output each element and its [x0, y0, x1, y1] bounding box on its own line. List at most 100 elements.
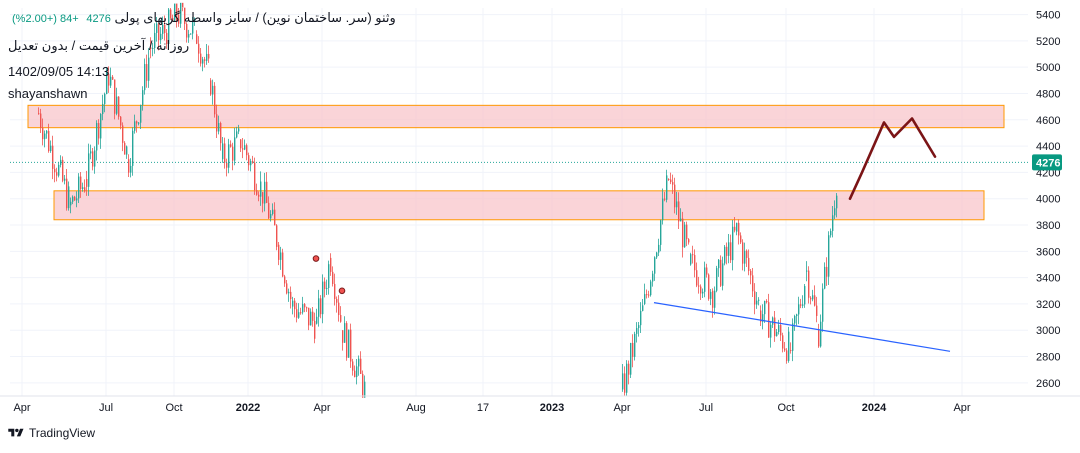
- candle-body: [272, 209, 274, 214]
- candle-body: [816, 305, 818, 316]
- candle-body: [650, 281, 652, 296]
- event-marker[interactable]: [338, 287, 346, 295]
- candle-body: [644, 294, 646, 304]
- support-trendline[interactable]: [653, 302, 951, 352]
- candle-body: [196, 34, 198, 44]
- candle-body: [704, 267, 706, 292]
- resistance-zone[interactable]: [53, 190, 985, 221]
- candle-body: [796, 314, 798, 317]
- candle-body: [92, 151, 94, 167]
- candle-body: [808, 270, 810, 298]
- candle-body: [708, 274, 710, 299]
- candle-body: [136, 121, 138, 124]
- candle-body: [174, 3, 176, 21]
- tradingview-branding[interactable]: TradingView: [8, 426, 95, 440]
- candle-body: [674, 184, 676, 208]
- candle-body: [266, 181, 268, 203]
- candle-body: [302, 304, 304, 313]
- candle-body: [700, 286, 702, 294]
- candle-body: [822, 288, 824, 322]
- candle-body: [634, 333, 636, 357]
- price-tick-label: 4600: [1036, 115, 1060, 127]
- candle-body: [76, 198, 78, 201]
- candle-body: [348, 329, 350, 358]
- candle-body: [138, 122, 140, 124]
- candle-body: [686, 224, 688, 240]
- candle-body: [146, 64, 148, 81]
- candle-body: [102, 103, 104, 115]
- candle-body: [794, 316, 796, 324]
- candle-body: [732, 226, 734, 261]
- candle-body: [298, 312, 300, 318]
- time-tick-label: Apr: [613, 402, 630, 414]
- time-tick-label: Apr: [313, 402, 330, 414]
- candle-body: [702, 291, 704, 294]
- candle-body: [184, 7, 186, 24]
- candle-body: [776, 331, 778, 337]
- candle-body: [314, 320, 316, 339]
- candle-body: [318, 298, 320, 317]
- price-tick-label: 2800: [1036, 352, 1060, 364]
- time-tick-label: 2022: [236, 402, 260, 414]
- projection-drawing[interactable]: [848, 117, 937, 201]
- candle-body: [150, 47, 152, 49]
- candle-body: [46, 130, 48, 134]
- candle-body: [710, 291, 712, 299]
- candle-body: [666, 175, 668, 200]
- candle-body: [772, 317, 774, 325]
- candle-body: [160, 33, 162, 41]
- candle-body: [100, 114, 102, 139]
- candle-body: [804, 286, 806, 305]
- candle-body: [770, 324, 772, 338]
- last-value: 4276: [86, 13, 111, 25]
- candle-body: [830, 230, 832, 236]
- price-tick-label: 4800: [1036, 88, 1060, 100]
- candle-body: [84, 187, 86, 192]
- price-tick-label: 4000: [1036, 194, 1060, 206]
- candle-body: [42, 127, 44, 140]
- candle-body: [230, 144, 232, 147]
- candle-body: [826, 266, 828, 277]
- price-tick-label: 5000: [1036, 62, 1060, 74]
- candle-body: [40, 113, 42, 128]
- candle-body: [328, 264, 330, 288]
- candle-body: [122, 125, 124, 143]
- time-tick-label: Apr: [13, 402, 30, 414]
- time-axis[interactable]: Apr Jul Oct 2022 Apr Aug 17 2023 Apr Jul Oct 2024 Ap…: [0, 395, 1080, 414]
- candle-body: [264, 181, 266, 204]
- candle-body: [350, 329, 352, 362]
- resistance-zone[interactable]: [27, 104, 1005, 129]
- legend-subtitle: روزانه / آخرین قیمت / بدون تعدیل: [8, 38, 190, 53]
- candle-body: [692, 254, 694, 256]
- candle-body: [648, 294, 650, 296]
- candle-body: [316, 316, 318, 324]
- candle-body: [226, 162, 228, 168]
- candle-body: [356, 366, 358, 378]
- candle-body: [354, 370, 356, 378]
- candle-body: [320, 298, 322, 315]
- candle-body: [156, 23, 158, 33]
- candle-body: [722, 263, 724, 286]
- symbol-title: وثنو (سر. ساختمان نوین) / سایز واسطه گری…: [114, 10, 396, 25]
- candle-body: [168, 9, 170, 44]
- candle-body: [728, 242, 730, 256]
- candle-body: [280, 252, 282, 260]
- candle-body: [818, 330, 820, 347]
- brand-name: TradingView: [29, 426, 96, 440]
- candle-body: [662, 198, 664, 221]
- candle-body: [802, 304, 804, 306]
- time-tick-label: Jul: [99, 402, 113, 414]
- time-tick-label: Oct: [165, 402, 182, 414]
- candle-body: [810, 297, 812, 300]
- candle-body: [706, 267, 708, 275]
- legend-author: shayanshawn: [8, 86, 88, 101]
- candle-body: [178, 14, 180, 24]
- candle-body: [216, 114, 218, 132]
- event-marker[interactable]: [312, 255, 320, 262]
- candle-body: [94, 150, 96, 167]
- candle-body: [836, 195, 838, 209]
- price-axis[interactable]: 2600280030003200340036003800400042004400…: [1036, 10, 1060, 390]
- candle-body: [322, 281, 324, 315]
